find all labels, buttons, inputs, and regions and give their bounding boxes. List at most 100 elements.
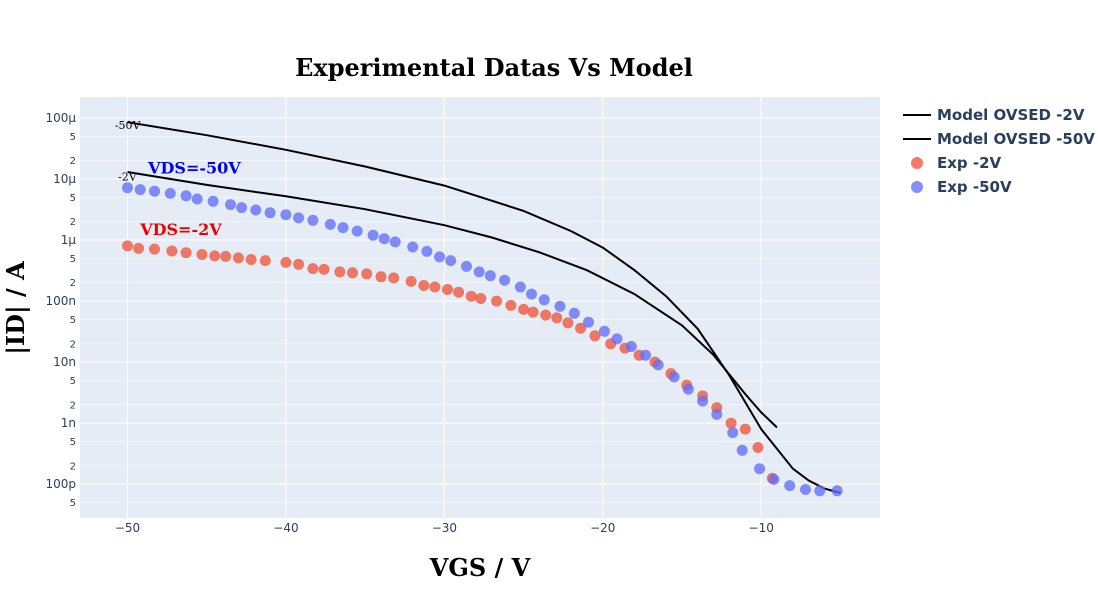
- y-minor-tick-label: 5: [70, 315, 76, 326]
- y-minor-tick-label: 5: [70, 376, 76, 387]
- data-point: [526, 288, 537, 300]
- data-point: [739, 423, 751, 435]
- data-point: [434, 251, 446, 263]
- data-point: [583, 316, 594, 328]
- x-tick-label: −10: [749, 521, 774, 535]
- data-point: [367, 229, 379, 241]
- data-point: [652, 359, 664, 371]
- data-point: [465, 290, 477, 302]
- y-tick-label: 1μ: [61, 233, 77, 247]
- data-point: [453, 286, 465, 298]
- data-point: [378, 233, 390, 245]
- legend: Model OVSED -2V Model OVSED -50V Exp -2V Ex…: [903, 106, 1095, 196]
- data-point: [752, 442, 764, 453]
- data-point: [259, 255, 271, 267]
- data-point: [351, 225, 363, 237]
- data-point: [389, 236, 401, 248]
- data-point: [445, 255, 457, 267]
- y-minor-tick-label: 5: [70, 193, 76, 204]
- data-point: [361, 268, 373, 280]
- annotation-label: VDS=-2V: [139, 220, 222, 239]
- data-point: [293, 258, 305, 270]
- data-point: [149, 185, 160, 197]
- legend-entry-label: Exp -2V: [937, 154, 1002, 172]
- x-axis-ticks: −50 −40 −30 −20 −10: [115, 521, 774, 535]
- data-point: [122, 240, 133, 252]
- y-minor-tick-label: 2: [70, 461, 76, 472]
- data-point: [405, 275, 417, 287]
- y-tick-label: 100p: [45, 477, 76, 491]
- data-point: [280, 209, 292, 221]
- legend-marker-swatch: [911, 157, 923, 169]
- y-axis-title: |ID| / A: [1, 261, 30, 355]
- data-point: [568, 307, 580, 319]
- data-point: [754, 463, 766, 475]
- y-minor-tick-label: 5: [70, 437, 76, 448]
- data-point: [527, 306, 539, 318]
- data-point: [814, 485, 826, 497]
- data-point: [122, 182, 133, 194]
- model-lines: [127, 121, 841, 494]
- data-point: [475, 293, 487, 304]
- data-point: [180, 247, 192, 259]
- data-point: [727, 427, 739, 439]
- data-point: [232, 252, 244, 264]
- data-point: [589, 330, 601, 342]
- annotation-label: -50V: [115, 119, 142, 132]
- model-line-0: [127, 171, 778, 429]
- data-point: [518, 303, 530, 315]
- y-minor-tick-label: 2: [70, 400, 76, 411]
- y-minor-tick-label: 2: [70, 217, 76, 228]
- legend-marker-swatch: [911, 181, 923, 193]
- data-point: [337, 222, 349, 234]
- data-point: [324, 218, 336, 230]
- data-point: [245, 254, 257, 265]
- data-point: [347, 267, 358, 279]
- data-point: [491, 295, 503, 307]
- x-tick-label: −30: [432, 521, 457, 535]
- data-point: [293, 212, 305, 224]
- data-point: [575, 322, 587, 334]
- y-tick-label: 100μ: [45, 111, 76, 125]
- y-minor-tick-label: 2: [70, 339, 76, 350]
- data-point: [499, 274, 511, 286]
- data-point: [484, 270, 496, 282]
- data-point: [225, 199, 236, 211]
- data-point: [180, 190, 192, 202]
- data-point: [220, 250, 232, 262]
- data-point: [784, 480, 796, 492]
- data-point: [540, 309, 552, 321]
- x-tick-label: −20: [590, 521, 615, 535]
- data-point: [611, 333, 623, 345]
- x-tick-label: −40: [273, 521, 298, 535]
- data-point: [307, 214, 319, 226]
- data-points: [122, 182, 843, 497]
- data-point: [697, 395, 709, 407]
- data-point: [768, 473, 780, 485]
- data-point: [209, 250, 221, 262]
- data-point: [711, 408, 723, 420]
- x-axis-title: VGS / V: [429, 553, 531, 582]
- annotation-label: -2V: [118, 171, 138, 184]
- y-minor-tick-label: 2: [70, 156, 76, 167]
- data-point: [207, 195, 219, 207]
- chart-title: Experimental Datas Vs Model: [295, 53, 693, 82]
- data-point: [831, 485, 843, 497]
- data-point: [461, 260, 472, 272]
- data-point: [736, 444, 748, 456]
- legend-entry-label: Exp -50V: [937, 178, 1012, 196]
- data-point: [375, 271, 387, 283]
- data-point: [625, 341, 637, 352]
- data-point: [334, 266, 346, 278]
- data-point: [280, 256, 292, 268]
- data-point: [442, 284, 453, 295]
- data-point: [134, 184, 146, 196]
- data-point: [133, 242, 145, 254]
- data-point: [429, 281, 441, 293]
- y-minor-tick-label: 2: [70, 278, 76, 289]
- legend-entry-label: Model OVSED -50V: [937, 130, 1095, 148]
- data-point: [264, 207, 276, 219]
- y-minor-tick-label: 5: [70, 132, 76, 143]
- data-point: [407, 241, 419, 253]
- data-point: [196, 249, 208, 260]
